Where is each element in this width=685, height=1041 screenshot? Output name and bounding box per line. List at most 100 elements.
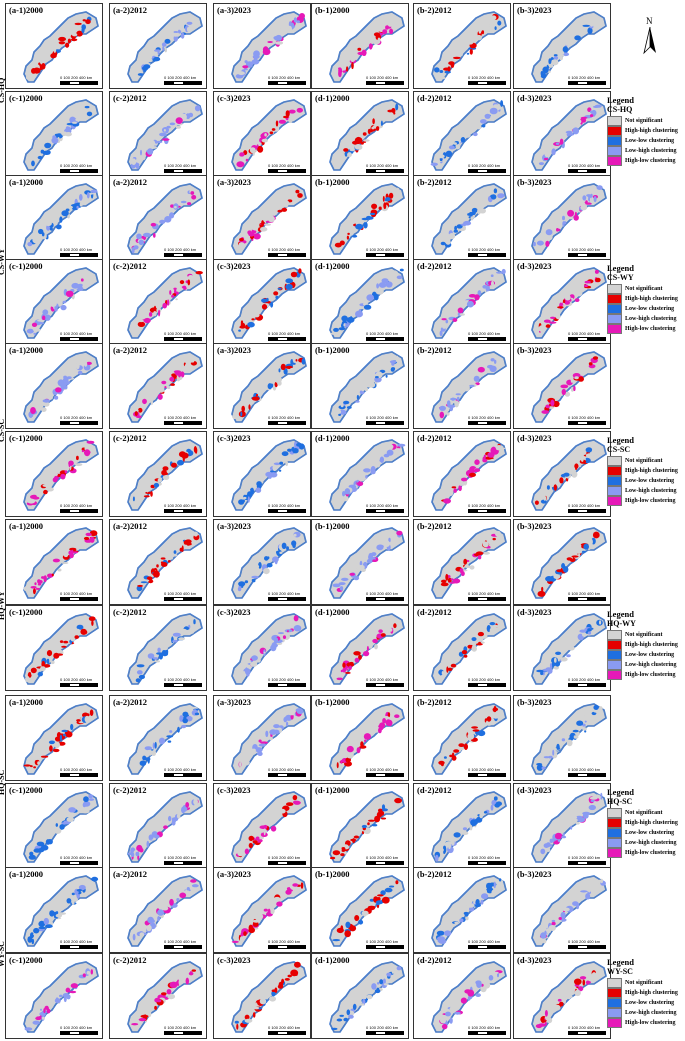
map-svg xyxy=(127,961,203,1033)
cluster-patch xyxy=(161,562,168,567)
cluster-patch xyxy=(582,24,590,27)
cluster-patch xyxy=(395,103,399,111)
cluster-patch xyxy=(363,651,370,657)
cluster-patch xyxy=(187,202,192,206)
cluster-patch xyxy=(343,1017,349,1022)
cluster-patch xyxy=(559,477,564,484)
legend-item: High-low clustering xyxy=(607,1018,685,1028)
cluster-patch xyxy=(194,712,200,716)
scale-text: 0 100 200 400 km xyxy=(568,591,601,596)
cluster-patch xyxy=(394,714,400,718)
legend-label: Low-high clustering xyxy=(625,662,677,668)
cluster-patch xyxy=(146,226,152,232)
cluster-patch xyxy=(137,73,144,76)
cluster-patch xyxy=(72,897,78,902)
cluster-patch xyxy=(289,713,295,716)
cluster-patch xyxy=(351,234,358,238)
cluster-patch xyxy=(153,305,157,313)
cluster-patch xyxy=(566,654,571,658)
cluster-patch xyxy=(484,113,491,119)
cluster-patch xyxy=(369,212,376,216)
cluster-patch xyxy=(141,66,149,71)
scale-bar xyxy=(568,253,606,257)
cluster-patch xyxy=(85,19,91,25)
cluster-patch xyxy=(42,309,49,315)
cluster-patch xyxy=(486,625,491,632)
cluster-patch xyxy=(163,825,168,829)
cluster-patch xyxy=(453,142,457,145)
cluster-patch xyxy=(500,100,504,107)
legend-item: Not significant xyxy=(607,978,685,988)
cluster-patch xyxy=(273,462,281,466)
map-svg xyxy=(329,703,405,775)
cluster-patch xyxy=(184,539,192,544)
scale-text: 0 100 200 400 km xyxy=(568,415,601,420)
cluster-patch xyxy=(176,721,183,726)
cluster-patch xyxy=(553,54,558,57)
scale-bar xyxy=(568,861,606,865)
cluster-patch xyxy=(194,105,201,112)
cluster-patch xyxy=(342,667,347,673)
cluster-patch xyxy=(538,1023,547,1027)
panel-label: (b-3)2023 xyxy=(517,5,552,15)
cluster-patch xyxy=(495,530,501,537)
cluster-patch xyxy=(296,709,304,715)
scale-bar xyxy=(366,337,404,341)
cluster-patch xyxy=(190,879,197,883)
scale-bar xyxy=(268,1031,306,1035)
cluster-patch xyxy=(52,558,61,563)
cluster-patch xyxy=(161,138,170,141)
cluster-patch xyxy=(74,628,80,632)
cluster-patch xyxy=(370,466,376,473)
cluster-patch xyxy=(482,541,489,548)
legend-label: Low-low clustering xyxy=(625,306,675,312)
cluster-patch xyxy=(466,903,475,908)
cluster-patch xyxy=(375,126,380,131)
scale-bar xyxy=(568,683,606,687)
map-svg xyxy=(231,527,307,599)
cluster-patch xyxy=(344,751,348,758)
cluster-patch xyxy=(545,404,551,409)
group-name: WY-SC xyxy=(0,941,6,967)
cluster-patch xyxy=(543,319,551,323)
cluster-patch xyxy=(483,454,486,458)
panel-label: (b-1)2000 xyxy=(315,5,350,15)
cluster-patch xyxy=(185,802,190,808)
cluster-patch xyxy=(286,721,289,727)
cluster-patch xyxy=(178,29,182,34)
scale-text: 0 100 200 400 km xyxy=(60,331,93,336)
cluster-patch xyxy=(371,983,377,990)
panel-label: (d-2)2012 xyxy=(417,93,452,103)
cluster-patch xyxy=(338,413,341,416)
legend-label: Low-low clustering xyxy=(625,478,675,484)
cluster-patch xyxy=(344,151,348,157)
cluster-patch xyxy=(576,121,579,128)
cluster-patch xyxy=(361,391,365,395)
legend-swatch xyxy=(607,314,622,324)
legend: Legend CS-WY Not significant High-high clus… xyxy=(607,263,685,334)
cluster-patch xyxy=(341,577,349,581)
cluster-patch xyxy=(89,536,95,543)
cluster-patch xyxy=(135,678,141,683)
cluster-patch xyxy=(591,972,597,980)
cluster-patch xyxy=(376,900,384,905)
scale-bar xyxy=(60,253,98,257)
cluster-patch xyxy=(154,741,157,749)
cluster-patch xyxy=(171,817,175,822)
map-svg xyxy=(231,961,307,1033)
cluster-patch xyxy=(374,644,378,650)
cluster-patch xyxy=(490,358,495,362)
legend-label: High-high clustering xyxy=(625,990,678,996)
map-svg xyxy=(231,439,307,511)
cluster-patch xyxy=(153,482,160,488)
map-panel: (c-1)2000 0 100 200 400 km xyxy=(5,259,103,345)
cluster-patch xyxy=(86,111,93,117)
cluster-patch xyxy=(248,835,255,842)
scale-text: 0 100 200 400 km xyxy=(468,677,501,682)
cluster-patch xyxy=(332,939,341,942)
cluster-patch xyxy=(279,27,287,35)
cluster-patch xyxy=(541,766,546,770)
cluster-patch xyxy=(252,919,260,923)
cluster-patch xyxy=(77,541,82,549)
cluster-patch xyxy=(430,162,438,166)
